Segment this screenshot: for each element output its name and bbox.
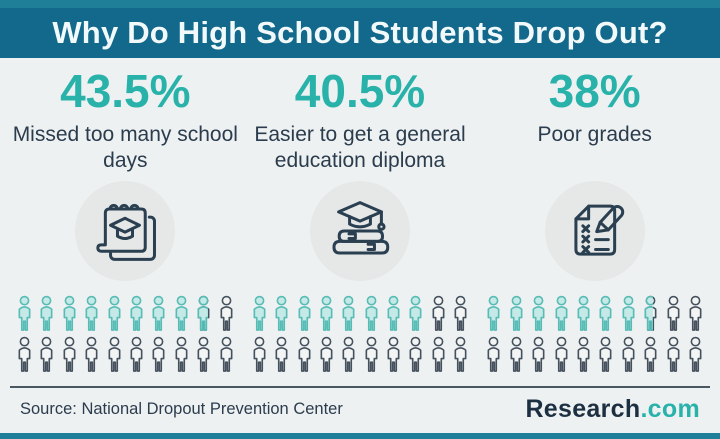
person-icon	[36, 335, 57, 374]
stat-percent: 40.5%	[294, 65, 426, 117]
person-icon	[483, 335, 504, 374]
person-icon	[573, 335, 594, 374]
person-icon	[640, 294, 661, 333]
person-icon	[428, 335, 449, 374]
source-text: Source: National Dropout Prevention Cent…	[20, 400, 343, 418]
person-icon	[59, 335, 80, 374]
person-icon	[36, 294, 57, 333]
person-icon	[271, 335, 292, 374]
person-icon	[483, 294, 504, 333]
person-icon	[216, 335, 237, 374]
person-icon	[81, 335, 102, 374]
stat-percent: 43.5%	[60, 65, 191, 117]
person-icon	[316, 335, 337, 374]
stat-label: Poor grades	[537, 122, 652, 146]
stat-percent: 38%	[548, 65, 641, 117]
person-icon	[405, 335, 426, 374]
footer: Source: National Dropout Prevention Cent…	[10, 386, 710, 433]
person-icon	[294, 335, 315, 374]
person-icon	[171, 294, 192, 333]
person-icon	[193, 335, 214, 374]
pictogram	[248, 294, 472, 374]
stat-column-ged-easier: 40.5% Easier to get a general education …	[243, 58, 478, 386]
person-icon	[618, 335, 639, 374]
person-icon	[595, 335, 616, 374]
icon-circle	[310, 180, 410, 281]
top-border-bar	[0, 0, 720, 8]
person-icon	[640, 335, 661, 374]
person-icon	[338, 335, 359, 374]
person-icon	[14, 294, 35, 333]
notepad-graduation-cap-icon	[96, 203, 157, 261]
icon-circle	[544, 180, 645, 281]
person-icon	[249, 294, 270, 333]
person-icon	[216, 294, 237, 333]
person-icon	[104, 294, 125, 333]
person-icon	[104, 335, 125, 374]
stat-columns: 43.5% Missed too many school days	[8, 58, 712, 386]
icon-circle	[75, 180, 176, 281]
person-icon	[81, 294, 102, 333]
person-icon	[551, 294, 572, 333]
bottom-border-bar	[0, 433, 720, 439]
person-icon	[506, 335, 527, 374]
person-icon	[14, 335, 35, 374]
stat-label: Missed too many school days	[12, 122, 238, 172]
person-icon	[595, 294, 616, 333]
stat-label: Easier to get a general education diplom…	[254, 122, 466, 172]
books-graduation-cap-icon	[332, 201, 390, 255]
person-icon	[383, 294, 404, 333]
person-icon	[249, 335, 270, 374]
person-icon	[528, 335, 549, 374]
person-icon	[551, 335, 572, 374]
person-icon	[506, 294, 527, 333]
person-icon	[193, 294, 214, 333]
pictogram	[483, 294, 707, 374]
main-content: 43.5% Missed too many school days	[0, 58, 720, 433]
page-title: Why Do High School Students Drop Out?	[52, 15, 668, 50]
person-icon	[316, 294, 337, 333]
person-icon	[171, 335, 192, 374]
stat-column-missed-days: 43.5% Missed too many school days	[8, 58, 243, 386]
header-banner: Why Do High School Students Drop Out?	[0, 8, 720, 58]
person-icon	[383, 335, 404, 374]
person-icon	[294, 294, 315, 333]
pictogram	[13, 294, 237, 374]
brand-logo: Research.com	[525, 395, 700, 424]
person-icon	[338, 294, 359, 333]
person-icon	[126, 335, 147, 374]
person-icon	[59, 294, 80, 333]
person-icon	[685, 294, 706, 333]
person-icon	[618, 294, 639, 333]
person-icon	[126, 294, 147, 333]
person-icon	[405, 294, 426, 333]
person-icon	[450, 294, 471, 333]
brand-name: Research	[525, 395, 641, 423]
person-icon	[528, 294, 549, 333]
person-icon	[271, 294, 292, 333]
person-icon	[663, 294, 684, 333]
person-icon	[573, 294, 594, 333]
stat-column-poor-grades: 38% Poor grades	[477, 58, 712, 386]
person-icon	[148, 335, 169, 374]
person-icon	[361, 294, 382, 333]
person-icon	[685, 335, 706, 374]
person-icon	[663, 335, 684, 374]
person-icon	[428, 294, 449, 333]
person-icon	[450, 335, 471, 374]
person-icon	[148, 294, 169, 333]
person-icon	[361, 335, 382, 374]
brand-tld: .com	[640, 395, 700, 423]
failed-test-pen-icon	[574, 204, 624, 256]
